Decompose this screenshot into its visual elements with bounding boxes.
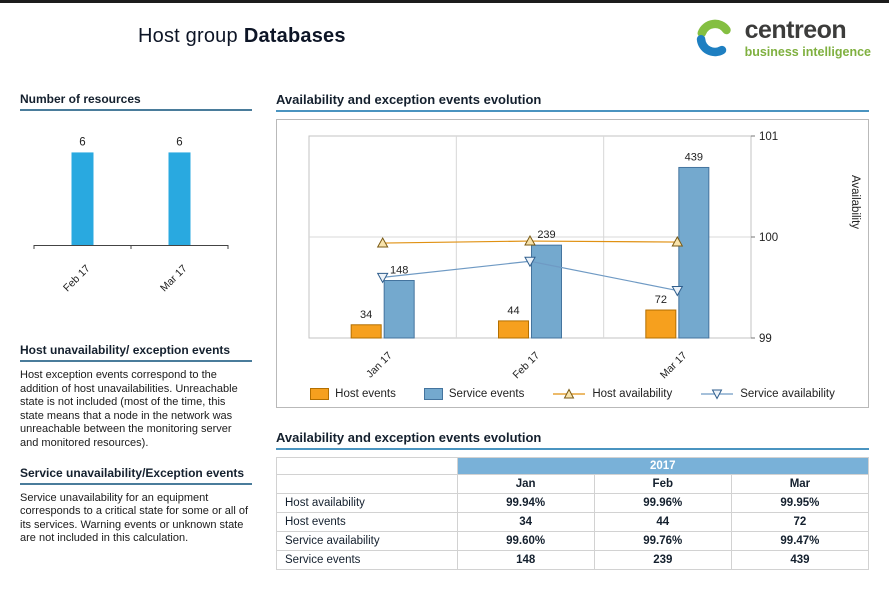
page-title-name: Databases [243, 25, 346, 47]
centreon-logo: centreon business intelligence [692, 15, 871, 61]
row-label: Service availability [276, 531, 458, 551]
host-events-heading: Host unavailability/ exception events [20, 343, 252, 362]
chart-legend: Host events Service events Host availabi… [279, 387, 866, 405]
page-title-prefix: Host group [138, 25, 238, 47]
table-corner-cell [276, 474, 458, 494]
svg-text:99: 99 [759, 333, 772, 345]
value-cell: 148 [456, 550, 595, 570]
value-cell: 72 [730, 512, 870, 532]
value-cell: 99.47% [730, 531, 870, 551]
availability-chart-card: 99 100 101 Availability 34 148 Jan 17 44 239 Feb … [276, 119, 869, 408]
legend-label-host-availability: Host availability [592, 388, 673, 400]
legend-item-service-availability: Service availability [700, 388, 835, 400]
centreon-logo-icon [696, 19, 731, 57]
logo-tagline: business intelligence [744, 44, 871, 59]
sidebar: Number of resources 6 Feb 17 6 Mar 17 Host … [20, 92, 252, 570]
service-events-swatch-icon [423, 388, 443, 400]
chart-section-heading: Availability and exception events evolut… [276, 92, 869, 112]
value-cell: 99.60% [456, 531, 595, 551]
host-availability-marker-icon [553, 388, 586, 399]
table-row-host-availability: Host availability 99.94% 99.96% 99.95% [276, 493, 870, 513]
host-events-text: Host exception events correspond to the … [20, 369, 238, 449]
svg-text:Availability: Availability [849, 175, 861, 229]
legend-label-service-availability: Service availability [740, 388, 835, 400]
svg-text:439: 439 [685, 151, 703, 163]
value-cell: 439 [730, 550, 870, 570]
svg-text:34: 34 [360, 309, 372, 321]
svg-text:Feb 17: Feb 17 [511, 350, 543, 382]
logo-text: centreon business intelligence [744, 15, 871, 59]
row-label: Host availability [276, 493, 458, 513]
table-year-header: 2017 [456, 457, 870, 475]
svg-text:Jan 17: Jan 17 [364, 350, 395, 381]
value-cell: 99.96% [593, 493, 732, 513]
svg-text:101: 101 [759, 131, 778, 143]
table-corner-cell [276, 457, 458, 475]
month-header-feb: Feb [593, 474, 732, 494]
availability-chart: 99 100 101 Availability 34 148 Jan 17 44 239 Feb … [279, 124, 866, 387]
legend-label-host-events: Host events [335, 388, 396, 400]
value-cell: 99.94% [456, 493, 595, 513]
svg-text:44: 44 [507, 305, 519, 317]
service-events-text: Service unavailability for an equipment … [20, 491, 249, 545]
table-year-row: 2017 [276, 457, 870, 475]
value-cell: 44 [593, 512, 732, 532]
legend-item-service-events: Service events [423, 388, 525, 400]
svg-text:239: 239 [537, 229, 555, 241]
logo-brand: centreon [744, 15, 847, 44]
legend-label-service-events: Service events [448, 388, 525, 400]
table-row-service-availability: Service availability 99.60% 99.76% 99.47… [276, 531, 870, 551]
availability-table: 2017 Jan Feb Mar Host availability 99.94… [276, 457, 870, 570]
svg-text:148: 148 [390, 265, 408, 277]
host-events-swatch-icon [310, 388, 330, 400]
table-month-row: Jan Feb Mar [276, 474, 870, 494]
report-header: Host group Databases centreon business in… [0, 3, 889, 89]
svg-text:Feb 17: Feb 17 [61, 263, 93, 295]
page-title: Host group Databases [138, 15, 346, 48]
table-row-host-events: Host events 34 44 72 [276, 512, 870, 532]
main-panel: Availability and exception events evolut… [276, 92, 870, 570]
row-label: Service events [276, 550, 458, 570]
svg-text:Mar 17: Mar 17 [658, 350, 690, 382]
value-cell: 99.95% [730, 493, 870, 513]
month-header-mar: Mar [730, 474, 870, 494]
month-header-jan: Jan [456, 474, 595, 494]
svg-text:72: 72 [655, 294, 667, 306]
value-cell: 34 [456, 512, 595, 532]
row-label: Host events [276, 512, 458, 532]
svg-text:6: 6 [176, 136, 182, 148]
legend-item-host-availability: Host availability [552, 388, 672, 400]
resources-heading: Number of resources [20, 92, 252, 111]
svg-text:6: 6 [79, 136, 85, 148]
value-cell: 239 [593, 550, 732, 570]
table-section-heading: Availability and exception events evolut… [276, 430, 869, 450]
value-cell: 99.76% [593, 531, 732, 551]
service-availability-marker-icon [701, 389, 734, 400]
table-row-service-events: Service events 148 239 439 [276, 550, 870, 570]
svg-text:100: 100 [759, 232, 778, 244]
svg-text:Mar 17: Mar 17 [158, 263, 190, 295]
legend-item-host-events: Host events [310, 388, 396, 400]
service-events-heading: Service unavailability/Exception events [20, 466, 252, 485]
content: Number of resources 6 Feb 17 6 Mar 17 Host … [0, 89, 889, 570]
resources-chart: 6 Feb 17 6 Mar 17 [20, 115, 252, 305]
